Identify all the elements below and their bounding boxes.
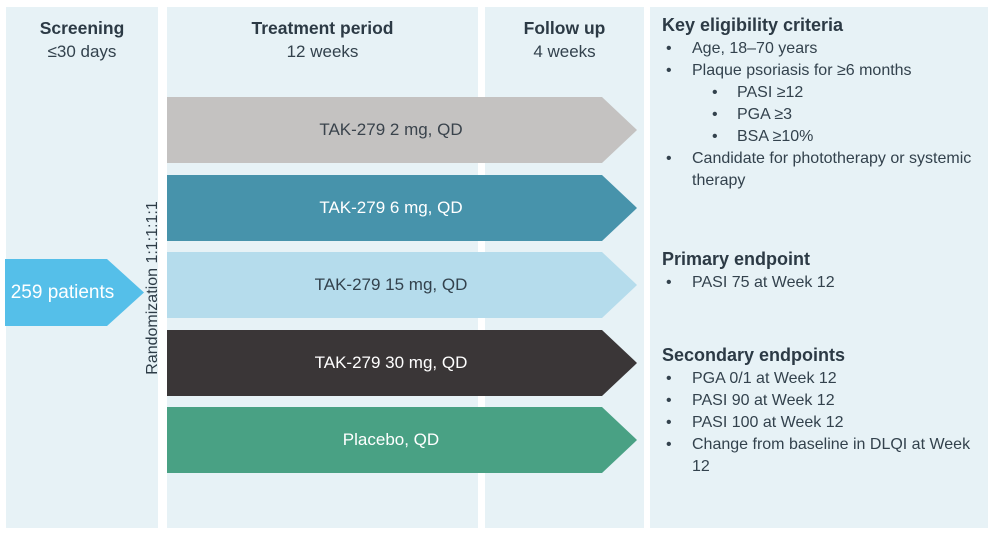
- screening-phase-header: Screening ≤30 days: [6, 7, 158, 63]
- screening-phase-duration: ≤30 days: [47, 42, 117, 61]
- arm-label: TAK-279 6 mg, QD: [319, 198, 463, 217]
- eligibility-item-candidate: Candidate for phototherapy or systemic t…: [662, 148, 976, 192]
- eligibility-item-age: Age, 18–70 years: [662, 38, 976, 60]
- primary-endpoint-title: Primary endpoint: [662, 249, 811, 269]
- eligibility-item-psoriasis: Plaque psoriasis for ≥6 months: [662, 60, 976, 82]
- eligibility-subitem-bsa: BSA ≥10%: [708, 126, 976, 148]
- secondary-endpoint-item-pasi100: PASI 100 at Week 12: [662, 412, 976, 434]
- treatment-phase-header: Treatment period 12 weeks: [167, 7, 478, 63]
- treatment-phase-duration: 12 weeks: [286, 42, 359, 61]
- arm-label: TAK-279 30 mg, QD: [314, 353, 468, 372]
- arm-arrow-tak279-6mg: TAK-279 6 mg, QD: [167, 175, 637, 241]
- arm-arrow-tak279-2mg: TAK-279 2 mg, QD: [167, 97, 637, 163]
- criteria-panel: Key eligibility criteria Age, 18–70 year…: [650, 7, 988, 528]
- followup-phase-header: Follow up 4 weeks: [485, 7, 644, 63]
- secondary-endpoint-item-pasi90: PASI 90 at Week 12: [662, 390, 976, 412]
- secondary-endpoints-title: Secondary endpoints: [662, 345, 846, 365]
- secondary-endpoint-item-pga: PGA 0/1 at Week 12: [662, 368, 976, 390]
- primary-endpoint-item: PASI 75 at Week 12: [662, 272, 976, 294]
- enrollment-count-label: 259 patients: [10, 281, 115, 303]
- eligibility-subitem-pasi: PASI ≥12: [708, 82, 976, 104]
- arm-label: Placebo, QD: [342, 430, 440, 449]
- secondary-endpoint-item-dlqi: Change from baseline in DLQI at Week 12: [662, 434, 976, 478]
- eligibility-title: Key eligibility criteria: [662, 15, 844, 35]
- screening-phase-title: Screening: [39, 18, 125, 38]
- arm-arrow-tak279-15mg: TAK-279 15 mg, QD: [167, 252, 637, 318]
- arm-arrow-tak279-30mg: TAK-279 30 mg, QD: [167, 330, 637, 396]
- arm-label: TAK-279 2 mg, QD: [319, 120, 463, 139]
- followup-phase-duration: 4 weeks: [533, 42, 596, 61]
- randomization-label: Randomization 1:1:1:1:1: [144, 201, 161, 375]
- followup-phase-title: Follow up: [523, 18, 606, 38]
- arm-label: TAK-279 15 mg, QD: [314, 275, 468, 294]
- arm-arrow-placebo: Placebo, QD: [167, 407, 637, 473]
- eligibility-subitem-pga: PGA ≥3: [708, 104, 976, 126]
- treatment-phase-title: Treatment period: [251, 18, 394, 38]
